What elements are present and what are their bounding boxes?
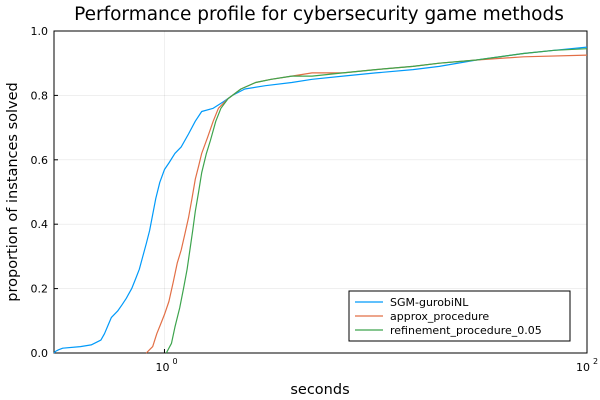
legend-box [348,290,571,342]
series-line-sgm-gurobinl [53,46,588,354]
y-tick-label: 0.8 [31,89,49,102]
series-lines [53,46,588,354]
x-tick-label-base: 10 [155,361,169,374]
y-axis-label: proportion of instances solved [5,82,21,301]
plot-frame [53,30,588,354]
y-tick-label: 0.2 [31,283,49,296]
x-axis-ticks: 10 0 10 2 [155,349,598,374]
y-tick-label: 0.6 [31,154,49,167]
legend-label: refinement_procedure_0.05 [390,324,542,337]
series-line-refinement-procedure-0-05 [165,48,588,354]
legend: SGM-gurobiNLapprox_procedurerefinement_p… [348,290,571,342]
y-tick-label: 0.4 [31,218,49,231]
x-tick-label-base: 10 [576,361,590,374]
x-tick-label-exponent: 0 [172,357,177,366]
x-axis-label: seconds [290,382,349,398]
y-tick-label: 0.0 [31,347,49,360]
chart-title: Performance profile for cybersecurity ga… [74,4,564,25]
legend-label: SGM-gurobiNL [390,296,469,309]
legend-label: approx_procedure [390,310,489,323]
x-tick-label-exponent: 2 [593,357,598,366]
y-tick-label: 1.0 [31,25,49,38]
